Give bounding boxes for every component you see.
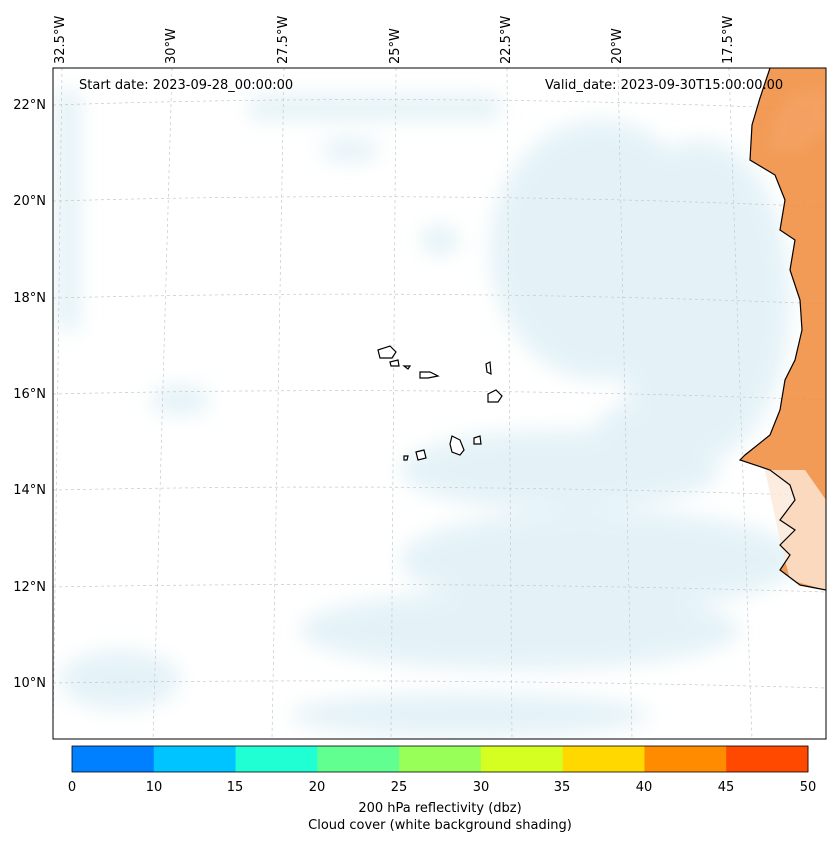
- colorbar-segment-4: [399, 746, 482, 772]
- africa-landmass: [740, 68, 826, 590]
- lon-label-32-5w: 32.5°W: [53, 15, 68, 64]
- start-date-label: Start date: 2023-09-28_00:00:00: [79, 78, 294, 93]
- colorbar-label-reflectivity: 200 hPa reflectivity (dbz): [358, 801, 522, 816]
- lon-label-17-5w: 17.5°W: [721, 15, 736, 64]
- colorbar-segment-5: [480, 746, 564, 772]
- lon-label-20w: 20°W: [610, 28, 625, 64]
- lon-label-30w: 30°W: [164, 28, 179, 64]
- lat-label-22n: 22°N: [13, 98, 46, 113]
- colorbar-tick-25: 25: [390, 780, 408, 795]
- colorbar-segment-7: [644, 746, 727, 772]
- lat-label-12n: 12°N: [13, 580, 46, 595]
- cloud-cover-shading: [55, 90, 800, 737]
- colorbar-tick-15: 15: [226, 780, 244, 795]
- colorbar-segment-3: [317, 746, 400, 772]
- lat-label-20n: 20°N: [13, 194, 46, 209]
- lat-label-16n: 16°N: [13, 387, 46, 402]
- coastline: [738, 68, 826, 591]
- colorbar-segment-2: [235, 746, 318, 772]
- valid-date-label: Valid_date: 2023-09-30T15:00:00.00: [545, 78, 784, 93]
- lon-label-25w: 25°W: [388, 28, 403, 64]
- colorbar-segment-0: [72, 746, 155, 772]
- colorbar: [72, 746, 809, 772]
- colorbar-segment-8: [726, 746, 809, 772]
- colorbar-segment-1: [153, 746, 237, 772]
- colorbar-tick-30: 30: [472, 780, 490, 795]
- colorbar-tick-0: 0: [67, 780, 77, 795]
- colorbar-tick-20: 20: [308, 780, 326, 795]
- map-frame: [52, 67, 827, 740]
- colorbar-tick-45: 45: [717, 780, 735, 795]
- lat-label-18n: 18°N: [13, 291, 46, 306]
- lat-label-10n: 10°N: [13, 676, 46, 691]
- graticule: [53, 68, 826, 739]
- colorbar-frame: [71, 745, 809, 773]
- cape-verde-islands: [377, 345, 503, 461]
- colorbar-tick-10: 10: [145, 780, 163, 795]
- colorbar-tick-40: 40: [635, 780, 653, 795]
- colorbar-tick-35: 35: [553, 780, 571, 795]
- lon-label-22-5w: 22.5°W: [499, 15, 514, 64]
- lat-label-14n: 14°N: [13, 483, 46, 498]
- lon-label-27-5w: 27.5°W: [276, 15, 291, 64]
- colorbar-tick-50: 50: [799, 780, 817, 795]
- colorbar-label-cloud-cover: Cloud cover (white background shading): [308, 818, 572, 833]
- colorbar-segment-6: [562, 746, 645, 772]
